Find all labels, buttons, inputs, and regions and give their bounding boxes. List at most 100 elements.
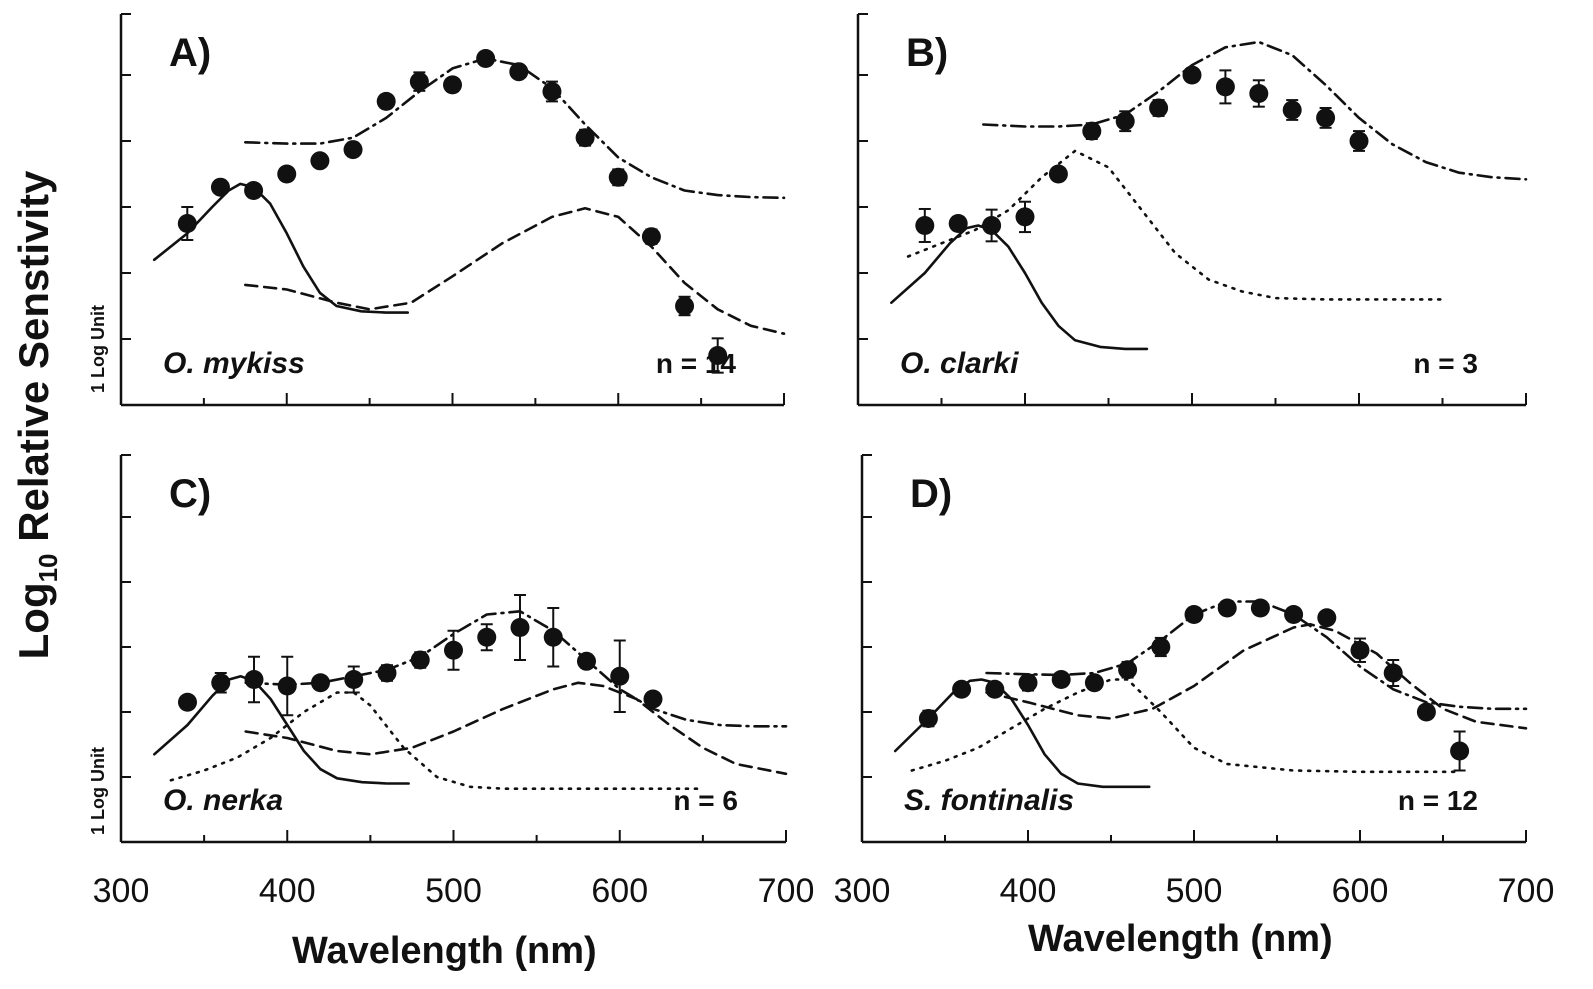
- panel-c-data-point: [577, 651, 596, 671]
- panel-b-curve-dash-dot: [982, 40, 1528, 181]
- panel-c-data-point: [344, 670, 364, 689]
- panel-a-curve-dash-dot: [244, 57, 786, 200]
- panel-b-data-point: [1048, 164, 1068, 184]
- panel-c-data-point: [211, 673, 231, 693]
- panel-d-data-point: [1250, 598, 1270, 618]
- panel-a-data-point: [675, 296, 695, 316]
- panel-a-data-point: [509, 62, 529, 82]
- panel-d-data-point: [1051, 670, 1071, 689]
- panel-d-data-point: [952, 679, 972, 699]
- unit-label-bottom: 1 Log Unit: [88, 747, 108, 835]
- panel-a-curve-solid: [152, 182, 409, 314]
- x-tick-label-left: 600: [591, 872, 648, 910]
- x-tick-label-right: 400: [1000, 872, 1057, 910]
- panel-b-data-point: [1316, 108, 1336, 128]
- panel-a-n-label: n = 14: [656, 348, 737, 379]
- panel-b-data-point: [1249, 83, 1269, 103]
- panel-d-data-point: [1184, 605, 1204, 624]
- panel-b-label: B): [906, 31, 948, 75]
- y-axis-label-container: Log10 Relative Senstivity: [2, 150, 72, 680]
- x-tick-label-left: 300: [93, 872, 150, 910]
- panel-b-data-point: [1082, 121, 1102, 141]
- x-axis-label-right: Wavelength (nm): [1028, 918, 1333, 960]
- panel-b-data-point: [1215, 77, 1235, 97]
- panel-d-data-point: [1350, 640, 1370, 660]
- panel-a-data-point: [476, 49, 496, 68]
- panel-b-data-point: [1182, 65, 1202, 85]
- x-tick-label-left: 700: [758, 872, 815, 910]
- panel-d-data-point: [1317, 608, 1337, 628]
- panel-b-data-point: [982, 215, 1002, 235]
- panel-a-curve-dashed: [244, 207, 786, 335]
- panel-c-label: C): [169, 472, 211, 516]
- panel-c-data-point: [610, 666, 630, 686]
- panel-c-data-point: [377, 663, 397, 683]
- panel-a-data-point: [376, 91, 396, 111]
- y-axis-label: Log10 Relative Senstivity: [10, 171, 64, 660]
- panel-a-data-point: [708, 346, 728, 365]
- panel-a-label: A): [169, 31, 211, 75]
- panel-d-data-point: [1450, 741, 1470, 761]
- panel-a-data-point: [343, 140, 363, 160]
- panel-c-data-point: [477, 627, 497, 647]
- x-tick-label-right: 500: [1166, 872, 1223, 910]
- x-axis-label-left: Wavelength (nm): [292, 930, 597, 972]
- panel-d-curve-dash-dot: [985, 600, 1528, 711]
- panel-c-data-point: [444, 640, 463, 660]
- panel-d-data-point: [1151, 637, 1171, 657]
- panel-b-data-point: [1115, 111, 1135, 131]
- panel-d-data-point: [1383, 663, 1403, 683]
- panel-d-data-point: [1416, 702, 1436, 722]
- panel-a-data-point: [310, 151, 330, 171]
- panel-c-species: O. nerka: [163, 784, 283, 817]
- panel-c-data-point: [510, 618, 530, 637]
- panel-b-data-point: [1149, 98, 1169, 118]
- y-axis-label-rest: Relative Senstivity: [9, 170, 57, 554]
- x-tick-label-right: 600: [1332, 872, 1389, 910]
- y-axis-label-subscript: 10: [33, 553, 64, 583]
- panel-c-data-point: [410, 650, 430, 670]
- panel-d-curve-solid: [893, 678, 1151, 789]
- panel-b-data-point: [948, 214, 968, 233]
- panel-c-curve-dashed: [244, 681, 788, 776]
- panel-b-species: O. clarki: [900, 347, 1019, 380]
- panel-d-label: D): [910, 472, 952, 516]
- panel-d-data-point: [1284, 605, 1304, 624]
- panel-a-data-point: [575, 128, 595, 148]
- panel-c-data-point: [311, 673, 330, 693]
- panel-b-data-point: [1015, 207, 1035, 227]
- panel-a-data-point: [542, 82, 562, 101]
- panel-a-data-point: [641, 227, 661, 247]
- panel-c-curve-dotted: [169, 691, 705, 790]
- x-tick-label-right: 300: [834, 872, 891, 910]
- panel-d-data-point: [1084, 673, 1104, 693]
- x-tick-label-left: 400: [259, 872, 316, 910]
- panel-d-data-point: [918, 709, 938, 728]
- panel-b-data-point: [1349, 131, 1369, 151]
- panel-b-curve-solid: [890, 224, 1149, 351]
- panel-c-data-point: [543, 627, 563, 647]
- panel-d-curve-dashed: [985, 623, 1528, 730]
- panel-a-data-point: [210, 177, 230, 197]
- panel-a-data-point: [443, 75, 462, 95]
- panel-a-data-point: [244, 181, 264, 200]
- y-axis-label-prefix: Log: [9, 582, 57, 660]
- panel-a-data-point: [608, 167, 628, 187]
- panel-d-data-point: [985, 679, 1005, 699]
- panel-c-data-point: [244, 670, 264, 689]
- panel-d-curve-dotted: [910, 678, 1461, 774]
- panel-d-data-point: [1018, 673, 1038, 693]
- panel-a-data-point: [177, 214, 197, 233]
- panel-c-n-label: n = 6: [673, 785, 738, 816]
- panel-a-species: O. mykiss: [163, 347, 305, 380]
- x-tick-label-right: 700: [1498, 872, 1555, 910]
- panel-b-data-point: [915, 215, 935, 235]
- panel-b-data-point: [1282, 100, 1302, 120]
- panel-d-data-point: [1118, 660, 1138, 680]
- panel-c-data-point: [277, 676, 297, 696]
- panel-d-species: S. fontinalis: [904, 784, 1074, 817]
- panel-d-n-label: n = 12: [1398, 785, 1478, 816]
- panel-d-data-point: [1217, 598, 1237, 618]
- panel-c-data-point: [178, 692, 197, 712]
